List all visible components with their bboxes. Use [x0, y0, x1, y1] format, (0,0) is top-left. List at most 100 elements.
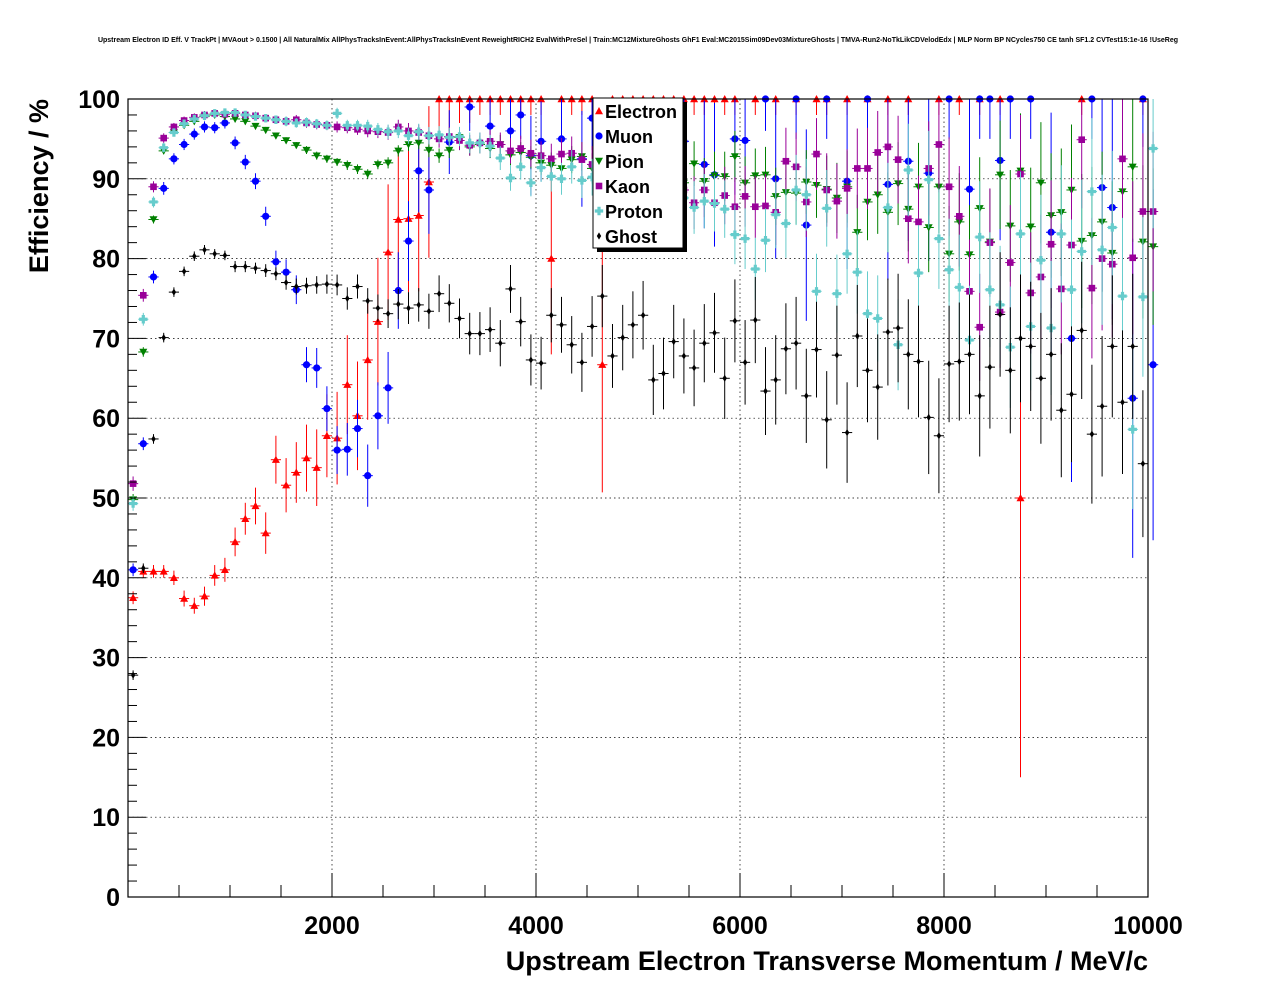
pion-point [261, 126, 270, 135]
pion-point [149, 216, 158, 224]
muon-point [211, 124, 219, 132]
proton-point [883, 203, 893, 212]
proton-point [159, 143, 168, 152]
ghost-point [314, 281, 319, 289]
pion-point [1026, 223, 1035, 231]
ghost-point [967, 350, 972, 358]
muon-point [180, 140, 188, 149]
ghost-point [855, 332, 860, 340]
muon-point [404, 237, 413, 245]
ghost-point [324, 280, 330, 288]
electron-point [282, 481, 291, 489]
legend-electron-label: Electron [605, 102, 677, 122]
x-tick-label: 8000 [916, 912, 972, 940]
proton-point [353, 121, 362, 130]
ghost-point [824, 416, 829, 424]
pion-point [404, 141, 413, 149]
kaon-point [1119, 155, 1126, 163]
ghost-series [128, 245, 1148, 680]
ghost-point [375, 304, 381, 312]
muon-point [517, 111, 525, 119]
kaon-point [170, 123, 178, 131]
kaon-point [1139, 208, 1147, 215]
proton-point [761, 236, 770, 245]
ghost-point [936, 432, 942, 440]
proton-point [128, 499, 138, 508]
proton-point [200, 111, 209, 120]
ghost-point [232, 262, 238, 271]
proton-point [1036, 255, 1046, 265]
ghost-point [304, 282, 309, 290]
muon-point [384, 384, 392, 392]
legend-proton-label: Proton [605, 202, 663, 222]
ghost-point [538, 359, 544, 367]
proton-point [730, 230, 740, 239]
y-tick-label: 0 [106, 884, 120, 912]
proton-point [812, 287, 821, 296]
proton-point [863, 309, 872, 318]
ghost-point [549, 311, 554, 319]
proton-point [1138, 292, 1148, 302]
ghost-point [712, 329, 717, 337]
proton-point [547, 172, 556, 181]
proton-point [740, 234, 750, 243]
electron-point [261, 529, 270, 537]
muon-point [364, 472, 372, 480]
ghost-point [243, 262, 248, 271]
proton-point [842, 249, 852, 259]
electron-point [251, 501, 260, 510]
pion-point [873, 191, 882, 199]
electron-point [292, 468, 301, 476]
electron-point [231, 537, 240, 546]
ghost-point [487, 326, 493, 334]
ghost-point [294, 282, 299, 291]
ghost-point [946, 360, 952, 368]
y-axis-title: Efficiency / % [24, 99, 54, 273]
proton-point [394, 126, 403, 136]
ghost-point [875, 383, 880, 391]
proton-point [1057, 229, 1066, 239]
proton-point [536, 163, 546, 172]
muon-point [262, 212, 270, 220]
pion-point [139, 348, 148, 356]
proton-point [149, 197, 158, 207]
y-tick-label: 50 [92, 485, 120, 513]
ghost-point [834, 351, 840, 359]
electron-point [343, 380, 352, 388]
ghost-point [773, 376, 778, 384]
kaon-point [813, 150, 820, 158]
proton-point [904, 165, 913, 175]
legend-kaon-marker [595, 182, 603, 190]
proton-point [496, 153, 505, 163]
ghost-point [436, 290, 442, 298]
ghost-point [997, 310, 1003, 319]
kaon-point [517, 145, 524, 152]
y-tick-label: 20 [92, 724, 120, 752]
ghost-point [865, 366, 870, 374]
proton-point [955, 283, 964, 292]
kaon-point [140, 292, 147, 299]
kaon-point [150, 183, 157, 191]
ghost-point [365, 297, 370, 305]
proton-point [853, 267, 862, 277]
ghost-point [702, 339, 707, 347]
legend-pion-label: Pion [605, 152, 644, 172]
proton-point [139, 315, 148, 324]
muon-point [374, 412, 382, 420]
electron-point [547, 254, 556, 262]
proton-point [985, 285, 995, 294]
ghost-point [1130, 342, 1135, 350]
electron-point [1016, 494, 1025, 502]
proton-point [934, 234, 944, 243]
proton-point [220, 108, 230, 117]
pion-point [353, 166, 362, 174]
ghost-point [212, 250, 217, 258]
kaon-point [935, 141, 943, 148]
kaon-point [752, 203, 759, 211]
y-tick-label: 30 [92, 645, 120, 673]
ghost-point [844, 428, 850, 437]
pion-point [1128, 163, 1137, 171]
proton-point [190, 114, 199, 124]
pion-point [343, 162, 352, 170]
